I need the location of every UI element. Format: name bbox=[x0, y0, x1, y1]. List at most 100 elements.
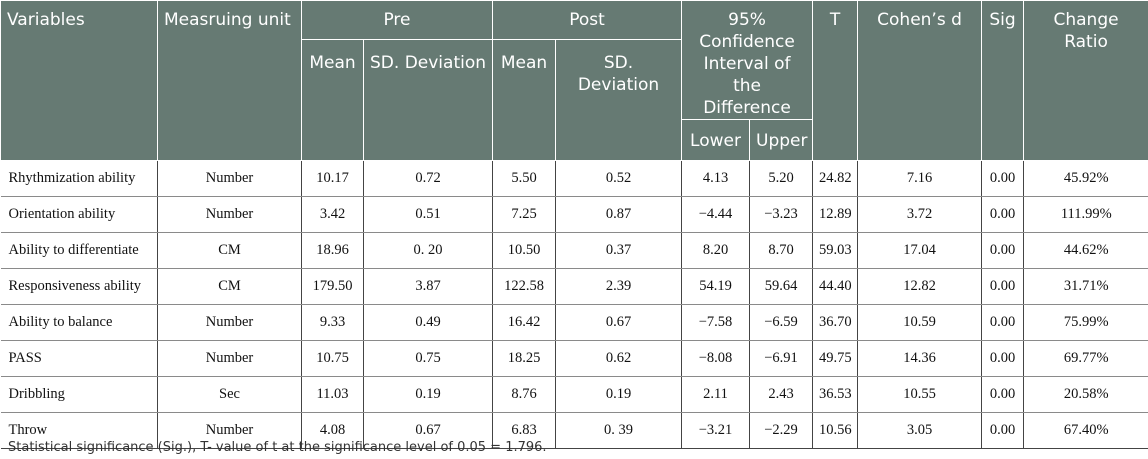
cell-pre-sd: 0.72 bbox=[363, 160, 493, 197]
cell-ci-lower: 54.19 bbox=[681, 268, 750, 305]
cell-cohens-d: 17.04 bbox=[857, 232, 982, 269]
cell-post-mean: 10.50 bbox=[492, 232, 556, 269]
cell-ci-upper: −6.59 bbox=[749, 304, 813, 341]
cell-t-value: 12.89 bbox=[812, 196, 858, 233]
cell-change-ratio: 31.71% bbox=[1023, 268, 1148, 305]
cell-change-ratio: 111.99% bbox=[1023, 196, 1148, 233]
cell-post-sd: 0.87 bbox=[554, 196, 682, 233]
header-ci-upper: Upper bbox=[749, 119, 814, 161]
header-change-ratio: Change Ratio bbox=[1023, 0, 1148, 161]
table-row: PASS Number 10.75 0.75 18.25 0.62 −8.08 −6.91 49… bbox=[0, 340, 1148, 377]
cell-variable: Responsiveness ability bbox=[0, 268, 158, 305]
cell-cohens-d: 3.72 bbox=[857, 196, 982, 233]
table-row: Ability to differentiate CM 18.96 0. 20 10.5… bbox=[0, 232, 1148, 269]
cell-post-mean: 7.25 bbox=[492, 196, 556, 233]
cell-post-sd: 0.67 bbox=[554, 304, 682, 341]
cell-t-value: 59.03 bbox=[812, 232, 858, 269]
cell-change-ratio: 45.92% bbox=[1023, 160, 1148, 197]
cell-pre-sd: 3.87 bbox=[363, 268, 493, 305]
header-pre-sd: SD. Deviation bbox=[363, 39, 493, 161]
header-confidence-interval: 95% Confidence Interval of the Differenc… bbox=[681, 0, 814, 120]
cell-pre-mean: 18.96 bbox=[301, 232, 364, 269]
cell-pre-mean: 179.50 bbox=[301, 268, 364, 305]
header-t: T bbox=[812, 0, 859, 161]
cell-pre-mean: 10.75 bbox=[301, 340, 364, 377]
cell-change-ratio: 69.77% bbox=[1023, 340, 1148, 377]
cell-variable: Throw bbox=[0, 412, 158, 449]
cell-change-ratio: 75.99% bbox=[1023, 304, 1148, 341]
table-body: Rhythmization ability Number 10.17 0.72 5.50… bbox=[0, 160, 1148, 449]
cell-variable: Orientation ability bbox=[0, 196, 158, 233]
cell-unit: Number bbox=[157, 304, 302, 341]
cell-t-value: 10.56 bbox=[812, 412, 858, 449]
cell-unit: Number bbox=[157, 196, 302, 233]
table-row: Rhythmization ability Number 10.17 0.72 5.50… bbox=[0, 160, 1148, 197]
cell-sig: 0.00 bbox=[981, 232, 1024, 269]
table-row: Responsiveness ability CM 179.50 3.87 122.58… bbox=[0, 268, 1148, 305]
cell-post-mean: 16.42 bbox=[492, 304, 556, 341]
cell-change-ratio: 44.62% bbox=[1023, 232, 1148, 269]
cell-cohens-d: 12.82 bbox=[857, 268, 982, 305]
cell-post-mean: 6.83 bbox=[492, 412, 556, 449]
cell-post-mean: 18.25 bbox=[492, 340, 556, 377]
cell-cohens-d: 14.36 bbox=[857, 340, 982, 377]
header-sig: Sig bbox=[981, 0, 1025, 161]
cell-ci-upper: 5.20 bbox=[749, 160, 813, 197]
cell-post-sd: 0. 39 bbox=[554, 412, 682, 449]
table-row: Ability to balance Number 9.33 0.49 16.42 0.6… bbox=[0, 304, 1148, 341]
cell-ci-upper: −2.29 bbox=[749, 412, 813, 449]
cell-pre-sd: 0.75 bbox=[363, 340, 493, 377]
header-post-mean: Mean bbox=[492, 39, 556, 161]
cell-cohens-d: 10.59 bbox=[857, 304, 982, 341]
cell-sig: 0.00 bbox=[981, 196, 1024, 233]
header-cohens-d: Cohen’s d bbox=[857, 0, 983, 161]
cell-ci-upper: 59.64 bbox=[749, 268, 813, 305]
cell-unit: Number bbox=[157, 340, 302, 377]
cell-variable: PASS bbox=[0, 340, 158, 377]
cell-ci-lower: −8.08 bbox=[681, 340, 750, 377]
table-row: Orientation ability Number 3.42 0.51 7.25 0.8… bbox=[0, 196, 1148, 233]
header-variables: Variables bbox=[0, 0, 158, 161]
cell-sig: 0.00 bbox=[981, 340, 1024, 377]
cell-t-value: 44.40 bbox=[812, 268, 858, 305]
cell-sig: 0.00 bbox=[981, 376, 1024, 413]
cell-post-sd: 0.19 bbox=[554, 376, 682, 413]
cell-change-ratio: 67.40% bbox=[1023, 412, 1148, 449]
cell-post-sd: 0.52 bbox=[554, 160, 682, 197]
cell-change-ratio: 20.58% bbox=[1023, 376, 1148, 413]
cell-pre-mean: 4.08 bbox=[301, 412, 364, 449]
cell-pre-sd: 0.49 bbox=[363, 304, 493, 341]
cell-unit: Number bbox=[157, 412, 302, 449]
cell-pre-sd: 0.51 bbox=[363, 196, 493, 233]
header-pre-mean: Mean bbox=[301, 39, 364, 161]
cell-pre-mean: 10.17 bbox=[301, 160, 364, 197]
cell-t-value: 36.53 bbox=[812, 376, 858, 413]
header-pre: Pre bbox=[301, 0, 493, 40]
header-post-sd: SD. Deviation bbox=[554, 39, 683, 161]
cell-cohens-d: 3.05 bbox=[857, 412, 982, 449]
cell-cohens-d: 7.16 bbox=[857, 160, 982, 197]
cell-unit: Number bbox=[157, 160, 302, 197]
cell-ci-lower: −7.58 bbox=[681, 304, 750, 341]
cell-sig: 0.00 bbox=[981, 268, 1024, 305]
cell-ci-lower: −3.21 bbox=[681, 412, 750, 449]
cell-ci-upper: −3.23 bbox=[749, 196, 813, 233]
cell-sig: 0.00 bbox=[981, 304, 1024, 341]
cell-post-sd: 0.37 bbox=[554, 232, 682, 269]
cell-post-sd: 2.39 bbox=[554, 268, 682, 305]
cell-pre-mean: 9.33 bbox=[301, 304, 364, 341]
cell-cohens-d: 10.55 bbox=[857, 376, 982, 413]
cell-variable: Ability to differentiate bbox=[0, 232, 158, 269]
header-measuring-unit: Measruing unit bbox=[157, 0, 302, 161]
cell-post-sd: 0.62 bbox=[554, 340, 682, 377]
cell-ci-lower: 2.11 bbox=[681, 376, 750, 413]
cell-variable: Rhythmization ability bbox=[0, 160, 158, 197]
cell-variable: Ability to balance bbox=[0, 304, 158, 341]
cell-ci-upper: −6.91 bbox=[749, 340, 813, 377]
cell-pre-mean: 3.42 bbox=[301, 196, 364, 233]
cell-pre-sd: 0.67 bbox=[363, 412, 493, 449]
cell-ci-lower: 4.13 bbox=[681, 160, 750, 197]
cell-ci-lower: −4.44 bbox=[681, 196, 750, 233]
cell-ci-upper: 2.43 bbox=[749, 376, 813, 413]
cell-sig: 0.00 bbox=[981, 160, 1024, 197]
